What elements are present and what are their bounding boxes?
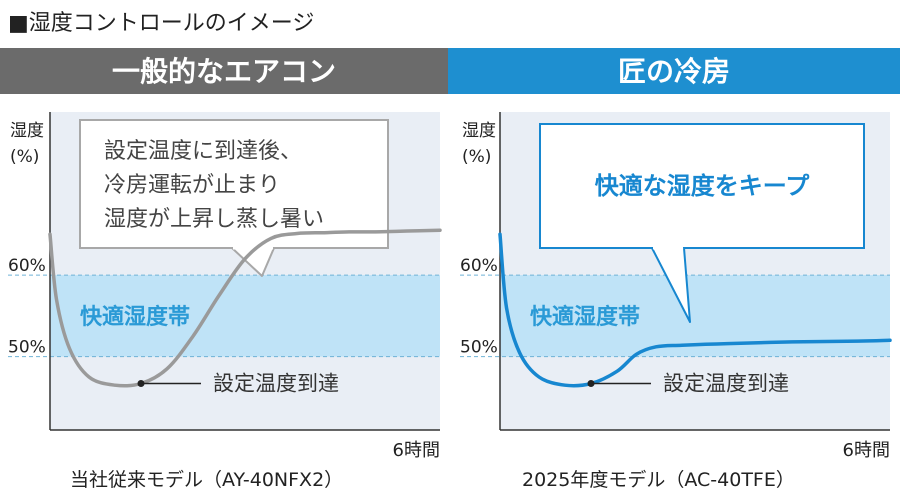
comfort-band-label: 快適湿度帯 (530, 304, 640, 330)
set-temperature-marker (137, 380, 145, 388)
panel-header-title: 匠の冷房 (618, 55, 730, 88)
set-temperature-label: 設定温度到達 (663, 372, 789, 396)
panel-header-bar (0, 48, 448, 94)
panel-caption: 当社従来モデル（AY-40NFX2） (70, 469, 343, 491)
x-axis-label: 6時間 (843, 440, 890, 461)
y-tick-label: 50% (460, 338, 498, 358)
callout-text-line: 設定温度に到達後、 (104, 139, 302, 164)
callout-box (79, 119, 389, 249)
comfort-band-label: 快適湿度帯 (80, 304, 190, 330)
humidity-curve (498, 232, 892, 388)
panel-header-title: 一般的なエアコン (112, 55, 336, 88)
y-axis-label-unit: (%) (10, 147, 39, 167)
set-temperature-label: 設定温度到達 (213, 372, 339, 396)
section-title: ■湿度コントロールのイメージ (8, 11, 314, 36)
set-temperature-marker (587, 380, 595, 388)
x-axis-label: 6時間 (393, 440, 440, 461)
callout-pointer (651, 247, 691, 323)
y-axis-label: 湿度 (10, 121, 44, 141)
y-axis-label: 湿度 (462, 121, 496, 141)
y-tick-label: 60% (460, 256, 498, 276)
callout-box (539, 123, 865, 249)
callout-pointer (231, 247, 275, 277)
panel-header-bar (448, 48, 900, 94)
humidity-curve (48, 228, 442, 388)
callout-text-line: 冷房運転が止まり (104, 173, 280, 198)
callout-text-line: 快適な湿度をキープ (595, 172, 811, 200)
callout-text-line: 湿度が上昇し蒸し暑い (104, 207, 324, 232)
panel-caption: 2025年度モデル（AC-40TFE） (522, 469, 795, 491)
comfort-band (50, 275, 440, 357)
y-tick-label: 50% (8, 338, 46, 358)
y-tick-label: 60% (8, 256, 46, 276)
y-axis-label-unit: (%) (462, 147, 491, 167)
